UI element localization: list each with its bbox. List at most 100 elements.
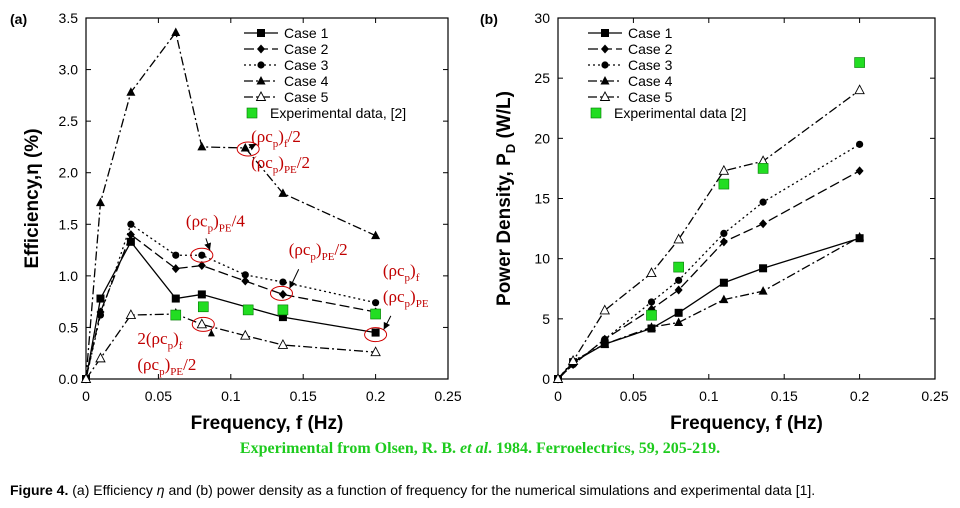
- data-point: [646, 322, 656, 331]
- data-point: [171, 264, 180, 274]
- plot-frame: [557, 17, 936, 380]
- data-point: [278, 289, 287, 299]
- data-point: [171, 294, 180, 303]
- legend-marker: [601, 29, 609, 37]
- data-point: [241, 276, 250, 286]
- x-tick-label: 0.1: [699, 388, 719, 404]
- y-tick-label: 3.0: [59, 62, 79, 78]
- annotation-arrowhead: [204, 242, 212, 251]
- legend-marker: [601, 44, 609, 54]
- legend-label: Experimental data, [2]: [270, 105, 406, 121]
- data-point: [241, 271, 249, 279]
- annotation-text-line2-s1: p: [159, 366, 165, 378]
- annotation-text-line2-s2: PE: [170, 366, 183, 378]
- annotation-text-s1: p: [168, 340, 174, 352]
- data-point: [126, 237, 135, 246]
- annotation-text-line2-m: ): [278, 153, 284, 172]
- data-point: [96, 294, 105, 303]
- annotation-text-line2: (ρcp)PE/2: [137, 355, 196, 378]
- data-point: [673, 233, 684, 244]
- panel-label: (b): [480, 11, 498, 27]
- data-point: [126, 87, 136, 96]
- data-point: [855, 166, 864, 176]
- annotation-text-line2-l1: (ρc: [251, 153, 273, 172]
- annotation-arrowhead: [383, 321, 391, 330]
- data-point: [647, 298, 656, 306]
- data-point: [371, 328, 380, 337]
- y-axis-label: Power Density, PD (W/L): [494, 91, 518, 306]
- data-point: [95, 197, 105, 207]
- legend-marker: [257, 29, 265, 37]
- y-tick-label: 1.0: [59, 268, 79, 284]
- series-4: [553, 232, 865, 383]
- annotation-text-s1: p: [405, 272, 411, 284]
- annotation-text: 2(ρcp)f: [137, 329, 182, 352]
- annotation-text-line2-s1: p: [405, 298, 411, 310]
- data-point: [719, 237, 728, 247]
- legend-marker: [256, 76, 266, 85]
- series-5: [552, 84, 865, 383]
- annotation-text-t: /2: [334, 240, 347, 259]
- chart-panel-a: (a) 0.0 0.5 1.0 1.5 2.0 2.5 3.0 3.5 0 0.05 0.1 0.15 0…: [10, 10, 462, 434]
- annotation-text-s2: f: [416, 272, 420, 284]
- y-tick-label: 3.5: [59, 10, 79, 26]
- annotation-text: (ρcp)PE/2: [289, 240, 348, 263]
- annotation-text-line2-l1: (ρc: [383, 287, 405, 306]
- series-line: [557, 89, 860, 380]
- annotation-text-l1: (ρc: [289, 240, 311, 259]
- data-point: [372, 299, 380, 307]
- data-point: [95, 352, 106, 363]
- annotation-arrowhead: [207, 329, 215, 337]
- series-line: [557, 170, 860, 380]
- data-point: [125, 309, 137, 320]
- data-point: [240, 142, 250, 152]
- data-point: [567, 354, 579, 365]
- data-point: [197, 301, 209, 313]
- data-point: [552, 373, 564, 383]
- data-point: [96, 311, 105, 319]
- annotation-text-line2: (ρcp)PE/2: [251, 153, 310, 176]
- annotation-text-line2-t: /2: [183, 355, 196, 374]
- y-tick-label: 1.5: [59, 216, 79, 232]
- data-point: [719, 278, 728, 287]
- legend-label: Case 1: [628, 25, 673, 41]
- legend-label: Case 2: [284, 41, 329, 57]
- y-tick-label: 5: [542, 311, 550, 327]
- series-line: [557, 237, 860, 380]
- data-point: [720, 229, 728, 237]
- data-point: [279, 278, 287, 286]
- data-point: [855, 232, 865, 241]
- series-line: [85, 30, 376, 380]
- y-axis-label-unit: (W/L): [494, 91, 515, 144]
- x-tick-label: 0.2: [850, 388, 870, 404]
- legend-label: Case 3: [284, 57, 329, 73]
- series-6: [170, 301, 381, 321]
- data-point: [277, 304, 289, 316]
- annotation-text-line2-s1: p: [273, 164, 279, 176]
- legend-marker: [601, 61, 609, 69]
- x-tick-label: 0.15: [771, 388, 798, 404]
- annotation-arrowhead: [248, 143, 257, 151]
- data-point: [197, 141, 207, 151]
- legend-label: Case 5: [628, 89, 673, 105]
- data-point: [242, 304, 254, 316]
- data-point: [371, 230, 381, 240]
- annotation-text-m: ): [213, 211, 219, 230]
- data-point: [758, 286, 768, 295]
- annotation-text-line2-s2: PE: [416, 298, 429, 310]
- y-tick-label: 20: [534, 130, 550, 146]
- figure-caption: Figure 4. (a) Efficiency η and (b) power…: [10, 482, 816, 498]
- data-point: [719, 294, 729, 304]
- annotation-text-s2: PE: [219, 222, 232, 234]
- data-point: [278, 313, 287, 322]
- data-point: [197, 261, 206, 271]
- series-line: [557, 236, 860, 380]
- annotation-text-s1: p: [310, 251, 316, 263]
- data-point: [674, 285, 683, 295]
- data-point: [757, 163, 769, 174]
- x-tick-label: 0.2: [366, 388, 386, 404]
- annotation-text: (ρcp)f/2: [251, 127, 301, 150]
- y-tick-label: 2.0: [59, 165, 79, 181]
- annotation-text-s2: PE: [322, 251, 335, 263]
